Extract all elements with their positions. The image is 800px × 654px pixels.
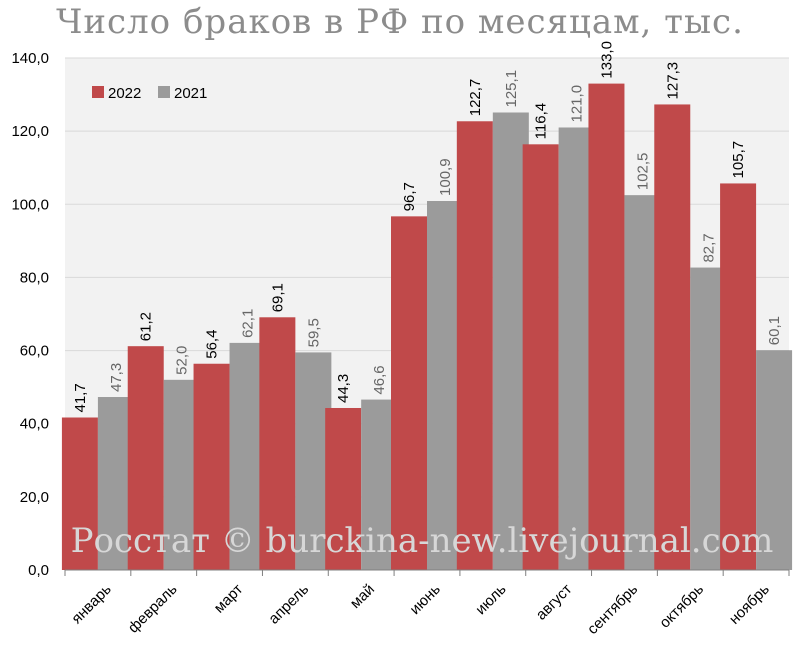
y-tick-label: 40,0 [20,416,49,433]
bar-2022 [61,417,98,570]
bar-2022 [193,363,230,570]
data-label-2021: 125,1 [503,70,520,108]
y-tick-label: 80,0 [20,269,49,286]
bar-2022 [654,104,691,571]
bar-2021 [756,350,793,570]
category-label: апрель [265,581,312,628]
bar-2022 [720,183,757,570]
data-label-2021: 102,5 [634,153,651,191]
data-label-2021: 82,7 [700,233,717,262]
category-label: март [211,581,247,617]
category-label: июль [472,581,510,619]
data-label-2021: 60,1 [766,316,783,345]
category-label: январь [68,581,115,628]
y-tick-label: 0,0 [28,562,49,579]
data-label-2022: 56,4 [204,330,221,359]
bar-2022 [259,317,296,570]
data-label-2022: 133,0 [598,41,615,79]
watermark: Росстат © burckina-new.livejournal.com [71,521,774,561]
bar-2022 [127,346,164,570]
y-tick-label: 140,0 [11,50,49,67]
y-tick-label: 60,0 [20,343,49,360]
data-label-2022: 61,2 [138,312,155,341]
data-label-2022: 122,7 [467,79,484,117]
y-tick-label: 120,0 [11,123,49,140]
category-label: сентябрь [584,581,641,638]
data-label-2021: 62,1 [240,309,257,338]
bar-2022 [456,121,493,571]
y-tick-label: 20,0 [20,489,49,506]
category-label: июнь [407,581,444,618]
data-label-2022: 41,7 [72,383,89,412]
chart-title: Число браков в РФ по месяцам, тыс. [56,2,744,42]
legend-swatch-2022 [92,86,104,98]
bar-2022 [325,407,362,570]
category-label: октябрь [656,581,707,632]
y-tick-label: 100,0 [11,196,49,213]
category-label: май [347,581,378,612]
bar-2022 [522,144,559,570]
data-label-2022: 105,7 [730,141,747,179]
data-label-2021: 121,0 [569,85,586,123]
data-label-2022: 96,7 [401,182,418,211]
data-label-2022: 116,4 [533,103,550,139]
data-label-2021: 100,9 [437,158,454,196]
data-label-2021: 52,0 [174,346,191,375]
data-label-2022: 69,1 [269,283,286,312]
data-label-2021: 59,5 [305,318,322,347]
legend-swatch-2021 [158,86,170,98]
data-label-2022: 127,3 [664,62,681,100]
legend-label-2021: 2021 [174,85,207,102]
bar-2022 [588,83,625,570]
bar-2022 [391,216,427,570]
data-label-2021: 47,3 [108,363,125,392]
legend-label-2022: 2022 [108,85,141,102]
category-label: ноябрь [726,581,773,628]
data-label-2022: 44,3 [335,374,352,403]
category-label: февраль [125,581,181,637]
category-label: август [533,581,576,624]
data-label-2021: 46,6 [371,365,388,394]
